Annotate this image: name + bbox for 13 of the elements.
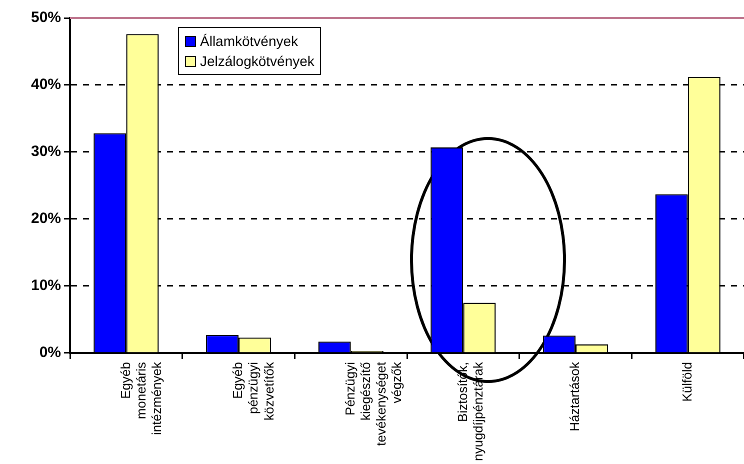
y-tick-label: 0%	[39, 344, 62, 362]
x-tick-label: Pénzügyi kiegészítő tevékenységet végzők	[342, 362, 404, 446]
legend-label: Jelzálogkötvények	[200, 52, 314, 71]
x-tick-label: Háztartások	[567, 362, 582, 432]
y-tick-label: 10%	[30, 277, 62, 294]
legend-label: Államkötvények	[200, 32, 298, 51]
y-tick-label: 50%	[30, 9, 62, 26]
x-tick-label: Egyéb pénzügyi közvetítők	[230, 361, 276, 421]
y-tick-label: 40%	[30, 76, 62, 94]
x-tick-label: Külföld	[679, 362, 694, 402]
x-tick-label: Egyéb monetáris intézmények	[118, 361, 164, 435]
y-tick-label: 20%	[30, 210, 62, 228]
y-tick-label: 30%	[30, 143, 62, 160]
